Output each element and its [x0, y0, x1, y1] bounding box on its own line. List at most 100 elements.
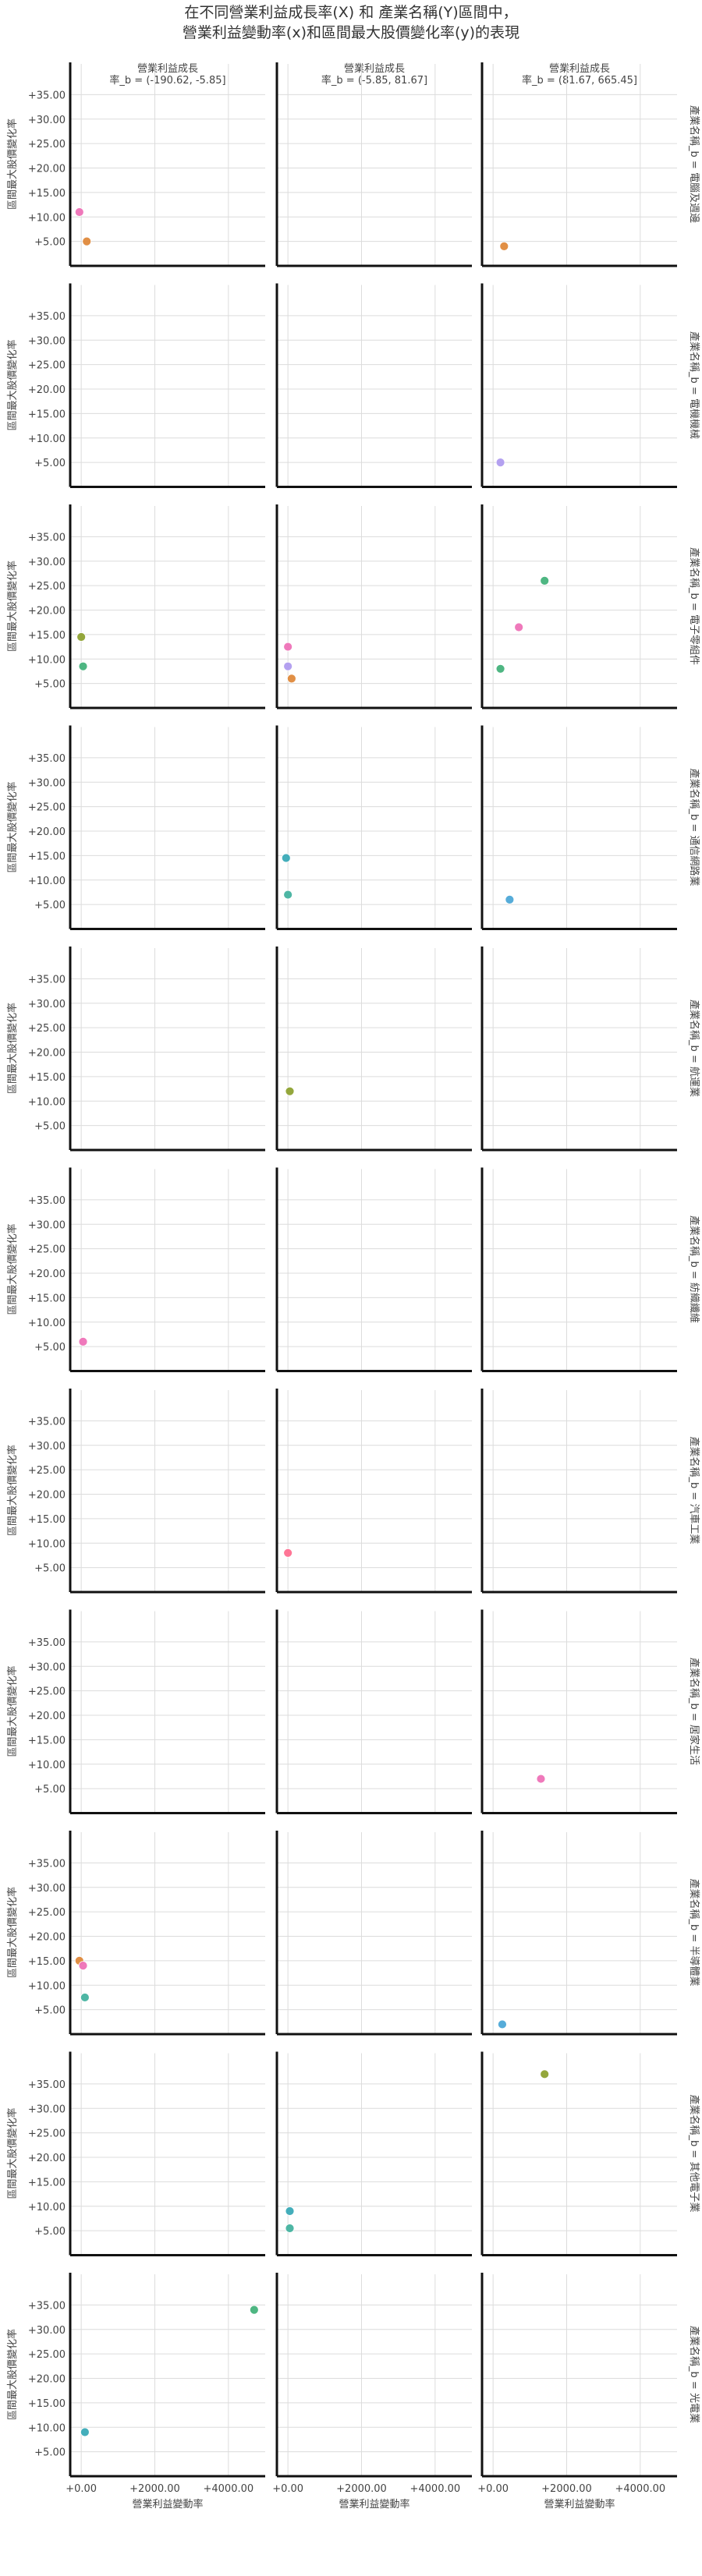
y-axis-label: 區間最大股價變化率	[6, 1887, 19, 1978]
y-axis-label: 區間最大股價變化率	[6, 339, 19, 430]
data-point	[74, 207, 84, 217]
data-point	[540, 2069, 550, 2079]
x-tick-label: +4000.00	[615, 2483, 666, 2495]
y-tick-label: +15.00	[28, 1956, 66, 1968]
facet-panel: +5.00 +10.00 +15.00 +20.00 +25.00 +30.00 +35.0…	[6, 62, 265, 267]
y-tick-label: +30.00	[28, 1883, 66, 1895]
y-tick-label: +25.00	[28, 1465, 66, 1477]
y-axis-label: 區間最大股價變化率	[6, 119, 19, 210]
y-tick-label: +10.00	[28, 1096, 66, 1108]
y-tick-label: +30.00	[28, 115, 66, 126]
y-axis-label: 區間最大股價變化率	[6, 1003, 19, 1094]
y-tick-label: +20.00	[28, 2153, 66, 2164]
x-tick-label: +4000.00	[410, 2483, 461, 2495]
facet-panel	[275, 283, 472, 488]
y-tick-label: +35.00	[28, 532, 66, 543]
row-facet-label: 產業名稱_b = 其他電子業	[688, 2095, 700, 2213]
y-tick-label: +5.00	[34, 1563, 66, 1575]
facet-panel	[275, 725, 472, 930]
data-point	[285, 1086, 295, 1096]
y-tick-label: +15.00	[28, 630, 66, 642]
y-tick-label: +25.00	[28, 802, 66, 814]
facet-panel: +5.00 +10.00 +15.00 +20.00 +25.00 +30.00 +35.0…	[6, 947, 265, 1152]
y-tick-label: +15.00	[28, 1735, 66, 1746]
y-tick-label: +15.00	[28, 2177, 66, 2189]
row-facet-label: 產業名稱_b = 紡織纖維	[688, 1215, 700, 1323]
y-axis-label: 區間最大股價變化率	[6, 1445, 19, 1536]
y-tick-label: +25.00	[28, 581, 66, 593]
row-facet-label: 產業名稱_b = 汽車工業	[688, 1437, 700, 1545]
data-point	[283, 890, 293, 900]
data-point	[283, 642, 293, 652]
row-facet-label: 產業名稱_b = 電子零組件	[688, 547, 700, 665]
data-point	[505, 894, 515, 904]
facet-panel: +5.00 +10.00 +15.00 +20.00 +25.00 +30.00 +35.0…	[6, 504, 265, 709]
y-tick-label: +20.00	[28, 1490, 66, 1502]
facet-panel	[275, 947, 472, 1152]
y-tick-label: +30.00	[28, 335, 66, 347]
column-header-line-1: 營業利益成長	[137, 62, 198, 75]
y-tick-label: +30.00	[28, 1219, 66, 1231]
y-tick-label: +10.00	[28, 2422, 66, 2434]
y-tick-label: +20.00	[28, 826, 66, 838]
x-axis-label: 營業利益變動率	[132, 2498, 203, 2511]
y-tick-label: +5.00	[34, 2005, 66, 2017]
facet-panel	[275, 1167, 472, 1372]
data-point	[286, 674, 296, 684]
data-point	[285, 2206, 295, 2216]
y-tick-label: +10.00	[28, 876, 66, 887]
facet-panel: +5.00 +10.00 +15.00 +20.00 +25.00 +30.00 +35.0…	[6, 725, 265, 930]
x-tick-label: +2000.00	[541, 2483, 592, 2495]
y-tick-label: +25.00	[28, 1907, 66, 1919]
y-tick-label: +5.00	[34, 458, 66, 469]
data-point	[80, 1993, 90, 2002]
y-tick-label: +10.00	[28, 1760, 66, 1771]
facet-panel	[275, 1389, 472, 1594]
facet-panel: +5.00 +10.00 +15.00 +20.00 +25.00 +30.00 +35.0…	[6, 2273, 265, 2511]
y-tick-label: +15.00	[28, 188, 66, 200]
data-point	[80, 2427, 90, 2437]
facet-panel: 產業名稱_b = 紡織纖維	[480, 1167, 700, 1372]
column-header-line-2: 率_b = (81.67, 665.45]	[522, 74, 637, 87]
facet-panel: 產業名稱_b = 居家生活	[480, 1609, 700, 1814]
y-tick-label: +20.00	[28, 164, 66, 175]
y-tick-label: +25.00	[28, 2349, 66, 2361]
data-point	[78, 661, 88, 671]
y-tick-label: +35.00	[28, 753, 66, 765]
y-tick-label: +35.00	[28, 2300, 66, 2312]
facet-panel: 產業名稱_b = 電子零組件	[480, 504, 700, 709]
y-tick-label: +5.00	[34, 1342, 66, 1353]
data-point	[76, 632, 87, 642]
y-tick-label: +20.00	[28, 606, 66, 617]
y-tick-label: +15.00	[28, 2398, 66, 2410]
y-axis-label: 區間最大股價變化率	[6, 1665, 19, 1757]
x-tick-label: +0.00	[66, 2483, 97, 2495]
y-tick-label: +15.00	[28, 1072, 66, 1084]
y-tick-label: +35.00	[28, 1637, 66, 1649]
row-facet-label: 產業名稱_b = 航運業	[688, 1000, 700, 1097]
facet-panel: 產業名稱_b = 汽車工業	[480, 1389, 700, 1594]
data-point	[499, 241, 509, 251]
y-axis-label: 區間最大股價變化率	[6, 781, 19, 872]
y-tick-label: +30.00	[28, 1661, 66, 1673]
x-tick-label: +4000.00	[204, 2483, 254, 2495]
y-tick-label: +10.00	[28, 212, 66, 224]
data-point	[540, 575, 550, 586]
y-tick-label: +35.00	[28, 2079, 66, 2091]
facet-panel: 產業名稱_b = 半導體業	[480, 1831, 700, 2036]
y-tick-label: +5.00	[34, 679, 66, 691]
y-tick-label: +25.00	[28, 1686, 66, 1698]
facet-panels: +5.00 +10.00 +15.00 +20.00 +25.00 +30.00 +35.0…	[6, 62, 700, 2511]
y-axis-label: 區間最大股價變化率	[6, 2329, 19, 2420]
data-point	[514, 622, 524, 632]
y-tick-label: +5.00	[34, 1121, 66, 1133]
chart-title-line-2: 營業利益變動率(x)和區間最大股價變化率(y)的表現	[183, 24, 519, 41]
y-axis-label: 區間最大股價變化率	[6, 2107, 19, 2199]
facet-panel	[275, 2051, 472, 2256]
data-point	[78, 1336, 88, 1346]
facet-panel: +5.00 +10.00 +15.00 +20.00 +25.00 +30.00 +35.0…	[6, 283, 265, 488]
y-tick-label: +20.00	[28, 1711, 66, 1722]
